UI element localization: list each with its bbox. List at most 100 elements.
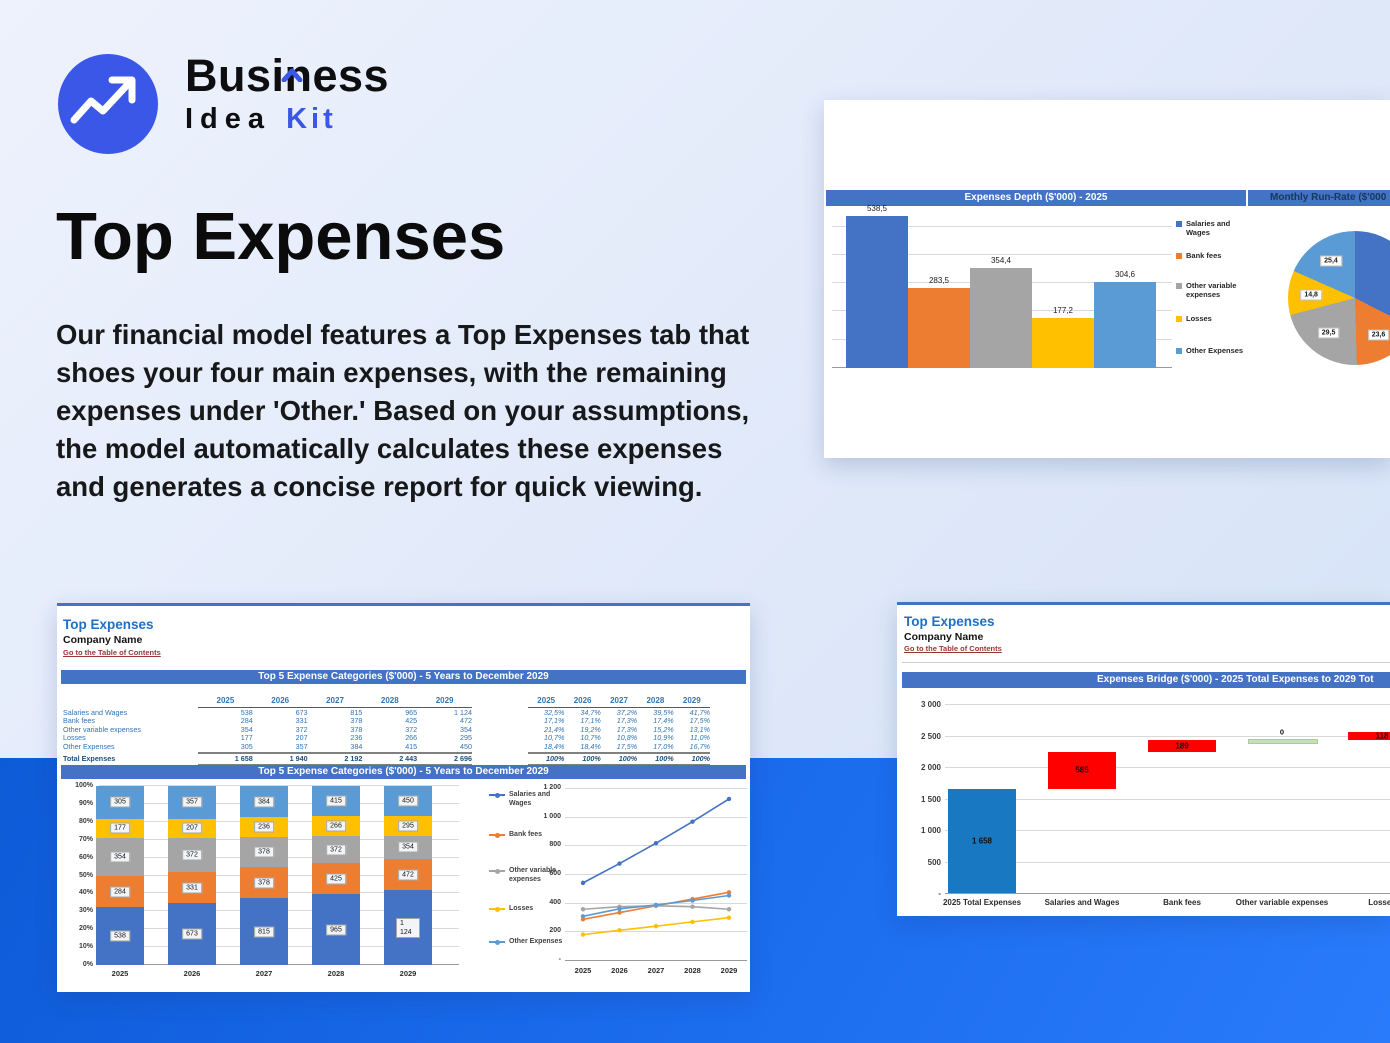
segment-data-label: 372: [326, 844, 346, 856]
segment-data-label: 295: [398, 820, 418, 832]
legend-swatch-icon: [1176, 283, 1182, 289]
legend-item: Other Expenses: [1176, 346, 1243, 356]
table-header-rule: [528, 706, 710, 708]
bar-segment: 357: [168, 785, 216, 819]
legend-item: Salaries and Wages: [1176, 219, 1248, 237]
sheet-company-name: Company Name: [904, 631, 984, 643]
x-axis-tick: 2025: [574, 966, 592, 975]
brand-name-main: Business: [185, 52, 389, 100]
cell-value: 207: [295, 733, 308, 743]
bar-segment: 236: [240, 817, 288, 837]
legend-label: Bank fees: [1186, 251, 1222, 260]
cell-value: 295: [459, 733, 472, 743]
cell-percent: 21,4%: [544, 724, 565, 734]
cell-value: 372: [405, 724, 418, 734]
sheet-top-strip: [897, 602, 1390, 605]
segment-data-label: 673: [182, 928, 202, 940]
cell-percent: 11,0%: [690, 733, 710, 743]
cell-percent: 18,4%: [580, 741, 601, 751]
stacked-bar: 965 425 372 266 415: [312, 786, 360, 965]
x-axis-tick: 2028: [684, 966, 701, 975]
bar-data-label: 189: [1175, 741, 1189, 751]
bar-segment: 372: [312, 835, 360, 864]
cell-percent: 18,4%: [544, 741, 565, 751]
bar-segment: 266: [312, 816, 360, 836]
cell-percent: 17,1%: [580, 716, 601, 726]
total-percent: 100%: [582, 753, 601, 763]
data-point: [690, 819, 695, 824]
table-year-headers-values: 2025 2026 2027 2028 2029: [198, 696, 472, 705]
y-axis-tick: 100%: [75, 782, 93, 789]
sheet-company-name: Company Name: [63, 634, 143, 646]
bar-segment: 284: [96, 876, 144, 907]
bar-data-label: 118: [1375, 731, 1389, 741]
cell-value: 425: [405, 716, 418, 726]
year-header: 2025: [537, 696, 556, 705]
legend-swatch-icon: [1176, 221, 1182, 227]
bar-segment: 425: [312, 863, 360, 895]
y-axis-tick: 600: [549, 870, 561, 877]
y-axis-tick: 200: [549, 927, 561, 935]
table-of-contents-link[interactable]: Go to the Table of Contents: [904, 644, 1002, 653]
segment-data-label: 384: [254, 796, 274, 808]
cell-value: 236: [350, 733, 363, 743]
bar-segment: 378: [240, 867, 288, 899]
table-of-contents-link[interactable]: Go to the Table of Contents: [63, 648, 161, 657]
y-axis-tick: 1 000: [920, 826, 941, 835]
legend-line-icon: [489, 791, 505, 799]
total-percent: 100%: [655, 753, 674, 763]
cell-value: 357: [295, 741, 308, 751]
y-axis-tick: 10%: [78, 943, 93, 951]
y-axis-tick: 1 000: [543, 812, 561, 820]
legend-label: Losses: [1186, 314, 1212, 323]
cell-percent: 13,1%: [689, 724, 710, 734]
y-axis-tick: 90%: [78, 799, 93, 807]
y-axis-tick: 400: [549, 898, 561, 906]
y-axis-tick: 50%: [78, 871, 93, 879]
legend-item: Other Expenses: [489, 938, 571, 947]
data-point: [580, 914, 586, 919]
table-title-bar: Top 5 Expense Categories ($'000) - 5 Yea…: [61, 670, 746, 684]
y-axis-tick: 20%: [78, 925, 93, 933]
total-percent: 100%: [618, 753, 638, 763]
waterfall-chart: 1 658 585 189 0 118: [945, 704, 1390, 894]
year-header: 2029: [682, 696, 701, 705]
sheet-top-strip: [57, 603, 750, 606]
y-axis-tick: 800: [549, 841, 561, 849]
pie-slice-label: 23,6: [1367, 329, 1390, 341]
year-header: 2028: [646, 696, 665, 705]
segment-data-label: 378: [254, 877, 274, 889]
bar-segment: 673: [168, 902, 216, 965]
bar-segment: 415: [312, 786, 360, 817]
cell-percent: 34,7%: [580, 708, 601, 717]
data-point: [617, 928, 622, 933]
row-label: Losses: [63, 733, 86, 743]
x-axis-tick: 2027: [647, 966, 665, 975]
year-header: 2029: [435, 696, 454, 705]
legend-item: Bank fees: [1176, 251, 1222, 261]
y-axis-tick: 3 000: [920, 700, 941, 709]
cell-percent: 17,5%: [689, 716, 710, 726]
segment-data-label: 266: [326, 820, 346, 832]
data-point: [580, 917, 586, 922]
total-value: 2 443: [399, 753, 418, 763]
legend-item: Losses: [1176, 314, 1212, 324]
segment-data-label: 538: [110, 930, 130, 942]
pie-slice-label: 29,5: [1317, 327, 1340, 339]
top5-expense-sheet: Top Expenses Company Name Go to the Tabl…: [57, 603, 750, 992]
legend-line-icon: [489, 905, 505, 913]
cell-value: 378: [350, 724, 363, 734]
data-point: [690, 898, 695, 903]
table-year-headers-pcts: 2025 2026 2027 2028 2029: [528, 696, 710, 705]
bar-data-label: 354,4: [990, 255, 1012, 265]
legend-line-icon: [489, 831, 505, 839]
cell-percent: 10,7%: [544, 733, 565, 743]
bar-segment: 295: [384, 815, 432, 836]
x-axis-tick: Losses: [1368, 898, 1390, 907]
data-point: [726, 890, 732, 895]
total-percent: 100%: [691, 753, 710, 763]
bar-salaries-and-wages: [846, 215, 908, 368]
dashboard-preview-card: Expenses Depth ($'000) - 2025 Monthly Ru…: [824, 100, 1390, 458]
cell-percent: 19,2%: [580, 724, 601, 734]
